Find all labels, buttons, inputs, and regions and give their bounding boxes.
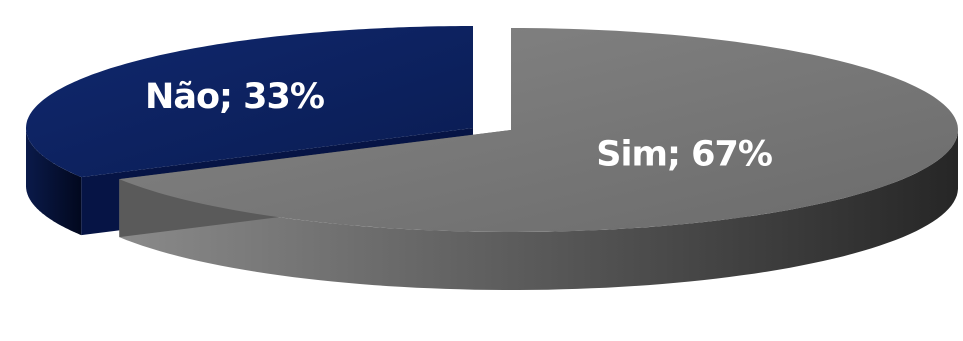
slice-sim bbox=[119, 28, 959, 232]
slice-no bbox=[26, 26, 473, 178]
slice-sim-group bbox=[119, 28, 959, 290]
slice-side-wall bbox=[26, 127, 82, 236]
slice-label-sim: Sim; 67% bbox=[596, 134, 772, 174]
slice-side-wall bbox=[119, 130, 959, 290]
slice-label-no: Não; 33% bbox=[145, 77, 324, 117]
